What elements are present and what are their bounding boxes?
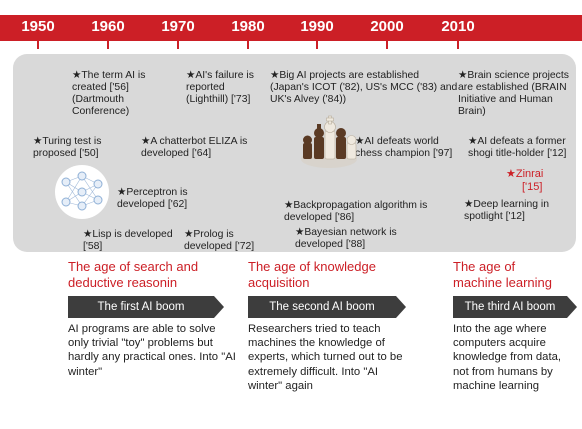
age-description: Researchers tried to teach machines the … <box>248 323 403 392</box>
event-deep-learning: ★Deep learning in spotlight ['12] <box>464 199 549 222</box>
zinrai-year: ['15] <box>522 181 543 193</box>
neural-network-icon <box>55 165 109 219</box>
boom-label: The third AI boom <box>453 296 567 318</box>
year-tick <box>247 41 249 49</box>
year-label: 1960 <box>91 18 125 35</box>
chess-pieces-icon <box>301 115 357 168</box>
boom-arrow <box>396 296 406 318</box>
year-tick <box>37 41 39 49</box>
zinrai-title: ★Zinrai <box>506 168 544 180</box>
event-shogi: ★AI defeats a former shogi title-holder … <box>468 136 567 159</box>
year-label: 2010 <box>441 18 475 35</box>
age-title-search: The age of search and deductive reasonin <box>68 259 199 290</box>
boom-third: The third AI boom <box>453 296 577 318</box>
boom-first: The first AI boom <box>68 296 224 318</box>
age-description: AI programs are able to solve only trivi… <box>68 323 236 378</box>
year-label: 1990 <box>300 18 334 35</box>
boom-label: The second AI boom <box>248 296 396 318</box>
event-zinrai: ★Zinrai ['15] <box>506 168 566 194</box>
event-chess-champion: ★AI defeats world chess champion ['97] <box>355 136 453 159</box>
year-tick <box>107 41 109 49</box>
event-lisp: ★Lisp is developed ['58] <box>83 229 173 252</box>
event-prolog: ★Prolog is developed ['72] <box>184 229 255 252</box>
year-label: 1980 <box>231 18 265 35</box>
event-bayesian: ★Bayesian network is developed ['88] <box>295 227 397 250</box>
boom-second: The second AI boom <box>248 296 406 318</box>
event-perceptron: ★Perceptron is developed ['62] <box>117 187 188 210</box>
event-big-ai: ★Big AI projects are established (Japan'… <box>270 70 458 105</box>
events-panel <box>13 54 576 252</box>
event-backpropagation: ★Backpropagation algorithm is developed … <box>284 200 428 223</box>
age-title-knowledge: The age of knowledge acquisition <box>248 259 376 290</box>
timeline-bar: 1950 1960 1970 1980 1990 2000 2010 <box>0 15 582 49</box>
year-label: 1970 <box>161 18 195 35</box>
year-tick <box>316 41 318 49</box>
year-label: 2000 <box>370 18 404 35</box>
boom-label: The first AI boom <box>68 296 214 318</box>
event-turing-test: ★Turing test is proposed ['50] <box>33 136 102 159</box>
event-eliza: ★A chatterbot ELIZA is developed ['64] <box>141 136 248 159</box>
age-title-machine-learning: The age of machine learning <box>453 259 553 290</box>
year-tick <box>457 41 459 49</box>
event-term-ai: ★The term AI is created ['56] (Dartmouth… <box>72 70 146 117</box>
year-tick <box>386 41 388 49</box>
year-tick <box>177 41 179 49</box>
event-ai-failure: ★AI's failure is reported (Lighthill) ['… <box>186 70 254 105</box>
boom-arrow <box>214 296 224 318</box>
event-brain-science: ★Brain science projects are established … <box>458 70 569 117</box>
age-description: Into the age where computers acquire kno… <box>453 323 562 392</box>
year-label: 1950 <box>21 18 55 35</box>
boom-arrow <box>567 296 577 318</box>
